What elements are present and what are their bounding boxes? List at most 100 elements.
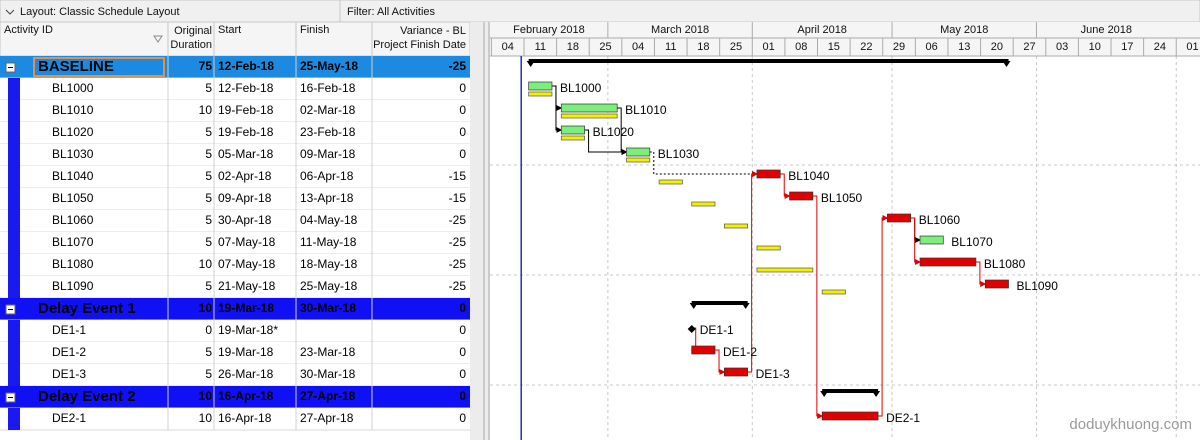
activity-bar [560,103,618,113]
finish-date: 11-May-18 [300,235,357,249]
week-label: 01 [1186,41,1198,53]
week-label: 04 [502,41,514,53]
column-header[interactable]: Variance - BL [400,25,466,37]
wbs-stripe [8,342,20,364]
table-row [0,276,470,298]
table-row [0,210,470,232]
start-date: 16-Apr-18 [218,411,272,425]
table-row [0,386,470,408]
activity-id: DE2-1 [52,411,86,425]
finish-date: 25-May-18 [300,59,358,73]
relationship-line [551,85,563,133]
table-row [0,408,470,430]
activity-id: Delay Event 2 [38,388,136,405]
duration: 5 [205,367,212,381]
variance: -25 [449,279,467,293]
variance: 0 [459,345,466,359]
summary-bar [822,389,879,393]
wbs-stripe [8,122,20,144]
relationship-line [878,215,889,417]
bar-label: BL1070 [951,235,993,249]
week-label: 25 [730,41,742,53]
column-header[interactable]: Project Finish Date [373,39,466,51]
column-header[interactable]: Original [174,25,212,37]
finish-date: 18-May-18 [300,257,358,271]
week-label: 17 [1121,41,1133,53]
start-date: 30-Apr-18 [218,213,272,227]
summary-end [526,61,535,67]
activity-bar [723,367,748,377]
bar-label: DE1-3 [756,367,790,381]
bar-label: DE1-1 [700,323,734,337]
baseline-bar [691,201,716,207]
activity-id: DE1-1 [52,323,86,337]
finish-date: 23-Feb-18 [300,125,356,139]
start-date: 16-Apr-18 [218,389,274,403]
activity-id: BL1010 [52,103,94,117]
activity-bar [919,235,944,245]
week-label: 29 [893,41,905,53]
baseline-bar [723,223,748,229]
week-label: 08 [795,41,807,53]
relationship-line [584,129,628,155]
table-row [0,254,470,276]
activity-bar [984,279,1009,289]
wbs-stripe [8,210,20,232]
month-label: March 2018 [651,24,709,36]
activity-id: BL1070 [52,235,94,249]
start-date: 19-Feb-18 [218,103,274,117]
table-row [0,122,470,144]
wbs-stripe [8,144,20,166]
activity-bar [626,147,651,157]
variance: 0 [459,301,466,315]
activity-bar [560,125,585,135]
baseline-bar [560,135,585,141]
layout-menu-icon[interactable] [5,9,15,15]
baseline-bar [658,179,683,185]
column-header[interactable]: Activity ID [4,24,53,36]
wbs-stripe [8,408,20,430]
splitter[interactable] [470,22,490,440]
week-label: 18 [697,41,709,53]
bar-label: BL1090 [1017,279,1059,293]
sort-icon[interactable] [153,35,163,43]
variance: -25 [449,59,467,73]
variance: 0 [459,367,466,381]
activity-id: BASELINE [38,58,114,75]
variance: 0 [459,147,466,161]
activity-bar [691,345,716,355]
relationship-line [649,151,758,177]
table-row [0,342,470,364]
week-label: 11 [665,41,676,53]
week-label: 22 [860,41,872,53]
table-row [0,320,470,342]
start-date: 21-May-18 [218,279,276,293]
duration: 0 [205,323,212,337]
wbs-stripe [8,100,20,122]
filter-label[interactable]: Filter: All Activities [347,6,436,18]
summary-end [872,391,881,397]
finish-date: 06-Apr-18 [300,169,354,183]
start-date: 26-Mar-18 [218,367,274,381]
activity-id: BL1080 [52,257,94,271]
relationship-line [747,171,758,373]
wbs-stripe [8,276,20,298]
duration: 10 [199,257,213,271]
variance: -25 [449,257,467,271]
column-header[interactable]: Start [218,24,241,36]
layout-label[interactable]: Layout: Classic Schedule Layout [20,6,180,18]
week-label: 06 [926,41,938,53]
selected-cell [33,57,165,77]
column-header[interactable]: Duration [170,39,212,51]
finish-date: 25-May-18 [300,279,358,293]
activity-table: BASELINE 75 12-Feb-18 25-May-18 -25 BL1000 5 12… [0,22,470,431]
relationship-line [812,195,824,419]
variance: -25 [449,235,467,249]
variance: -15 [449,191,467,205]
column-header[interactable]: Finish [300,24,329,36]
summary-end [741,303,750,309]
summary-end [820,391,829,397]
activity-bar [528,81,553,91]
finish-date: 09-Mar-18 [300,147,356,161]
